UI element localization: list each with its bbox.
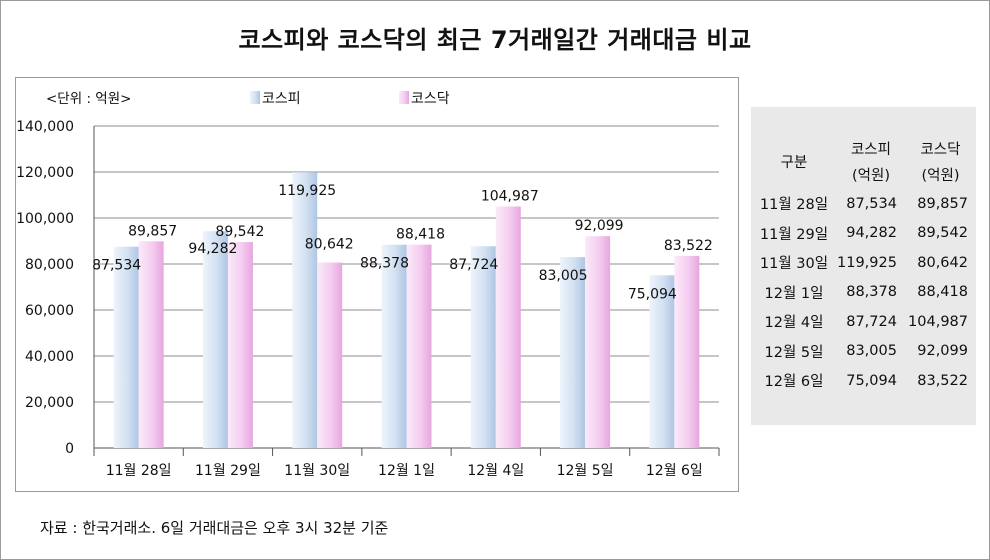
row-kospi: 119,925 [837,254,897,271]
row-kospi: 83,005 [846,343,897,360]
bar-kospi [470,246,496,448]
header-kospi: 코스피 (억원) [837,137,905,189]
row-date: 12월 1일 [764,285,824,302]
x-tick-label: 12월 4일 [467,463,524,479]
x-tick-label: 12월 5일 [557,463,614,479]
header-kosdaq: 코스닥 (억원) [905,137,976,189]
header-category: 구분 [751,137,837,189]
header-category-label: 구분 [780,155,808,171]
data-label-kosdaq: 88,418 [396,227,445,243]
table-row: 12월 6일 75,094 83,522 [751,366,976,396]
data-label-kospi: 87,534 [92,258,141,274]
header-kosdaq-name: 코스닥 [920,142,961,158]
table-row: 11월 28일 87,534 89,857 [751,189,976,219]
table-row: 11월 29일 94,282 89,542 [751,219,976,249]
row-kosdaq: 104,987 [908,313,968,330]
y-tick-label: 0 [65,441,74,457]
row-date: 12월 6일 [764,374,824,391]
legend-label-kospi: 코스피 [262,91,301,107]
data-label-kosdaq: 92,099 [575,218,624,234]
y-tick-label: 40,000 [25,349,74,365]
row-date: 11월 28일 [759,197,829,214]
y-tick-label: 140,000 [16,119,74,135]
row-kosdaq: 88,418 [917,284,968,301]
bar-kospi [649,275,675,448]
table-row: 12월 1일 88,378 88,418 [751,278,976,308]
table-row: 11월 30일 119,925 80,642 [751,248,976,278]
row-date: 11월 29일 [759,226,829,243]
unit-label: <단위 : 억원> [46,91,131,107]
row-kosdaq: 80,642 [917,254,968,271]
y-tick-label: 100,000 [16,211,74,227]
bar-kosdaq [317,262,343,448]
x-tick-label: 11월 29일 [195,463,261,479]
data-label-kospi: 83,005 [539,268,588,284]
data-label-kospi: 87,724 [449,257,498,273]
data-label-kospi: 94,282 [188,241,237,257]
bar-kosdaq [674,255,700,448]
row-date: 12월 4일 [764,315,824,332]
y-tick-label: 80,000 [25,257,74,273]
bar-kospi [560,257,586,448]
data-label-kosdaq: 80,642 [305,237,354,253]
data-label-kosdaq: 89,542 [215,224,264,240]
summary-table: 구분 코스피 (억원) 코스닥 (억원) 11월 28일 87,534 89,857… [751,137,976,396]
y-tick-label: 120,000 [16,165,74,181]
legend-swatch-kospi [250,91,260,104]
table-header-row: 구분 코스피 (억원) 코스닥 (억원) [751,137,976,189]
bar-kospi [381,244,407,448]
bar-kosdaq [585,236,611,448]
bar-kospi [202,231,228,448]
bar-kosdaq [406,244,432,448]
data-label-kospi: 75,094 [628,286,677,302]
header-kospi-unit: (억원) [851,168,890,184]
legend-label-kosdaq: 코스닥 [411,91,450,107]
row-date: 11월 30일 [759,256,829,273]
bar-kospi [113,246,139,448]
data-label-kospi: 88,378 [360,256,409,272]
row-kosdaq: 83,522 [917,372,968,389]
x-tick-label: 11월 30일 [284,463,350,479]
table-row: 12월 5일 83,005 92,099 [751,337,976,367]
row-kospi: 94,282 [846,225,897,242]
table-row: 12월 4일 87,724 104,987 [751,307,976,337]
y-tick-label: 20,000 [25,395,74,411]
bar-kosdaq [227,242,253,448]
legend-swatch-kosdaq [399,91,409,104]
page-title: 코스피와 코스닥의 최근 7거래일간 거래대금 비교 [238,26,752,54]
row-kospi: 88,378 [846,284,897,301]
y-tick-label: 60,000 [25,303,74,319]
summary-table-panel: 구분 코스피 (억원) 코스닥 (억원) 11월 28일 87,534 89,857… [751,107,976,425]
row-kosdaq: 92,099 [917,343,968,360]
row-kospi: 75,094 [846,372,897,389]
row-kosdaq: 89,857 [917,195,968,212]
x-tick-label: 11월 28일 [106,463,172,479]
x-tick-label: 12월 1일 [378,463,435,479]
x-tick-label: 12월 6일 [646,463,703,479]
data-label-kosdaq: 83,522 [664,238,713,254]
bar-kosdaq [138,241,164,448]
row-date: 12월 5일 [764,344,824,361]
bar-chart: 0 20,000 40,000 60,000 80,000 100,000 120,000 1… [16,91,720,479]
header-kosdaq-unit: (억원) [921,168,960,184]
source-footnote: 자료 : 한국거래소. 6일 거래대금은 오후 3시 32분 기준 [40,519,389,537]
chart-area: 0 20,000 40,000 60,000 80,000 100,000 120,000 1… [15,77,739,492]
data-label-kosdaq: 89,857 [128,223,177,239]
row-kospi: 87,534 [846,195,897,212]
bar-kospi [292,172,318,449]
row-kosdaq: 89,542 [917,225,968,242]
bar-kosdaq [495,206,521,448]
data-label-kosdaq: 104,987 [481,189,539,205]
data-label-kospi: 119,925 [278,183,336,199]
header-kospi-name: 코스피 [850,142,891,158]
row-kospi: 87,724 [846,313,897,330]
